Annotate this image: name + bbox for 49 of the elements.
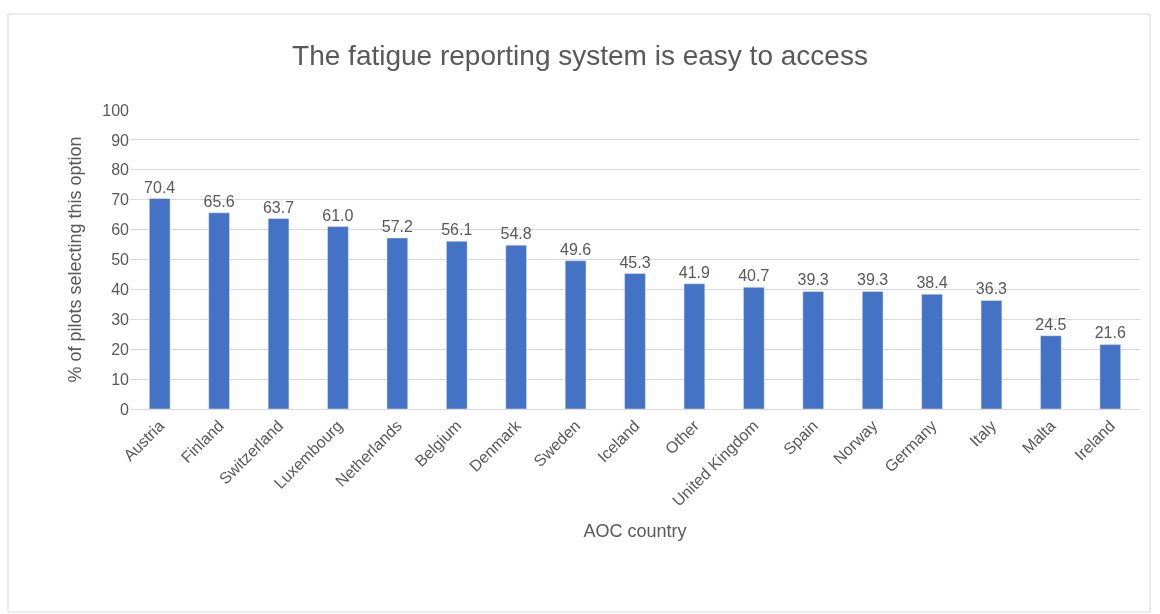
bar xyxy=(980,300,1003,409)
bar xyxy=(267,218,290,409)
y-tick-label: 50 xyxy=(111,251,130,269)
data-label: 36.3 xyxy=(975,280,1008,298)
bar xyxy=(862,291,884,409)
bar xyxy=(921,293,943,409)
bar xyxy=(505,244,527,409)
data-label: 39.3 xyxy=(857,271,889,289)
y-axis-title: % of pilots selecting this option xyxy=(65,136,86,383)
y-tick-label: 40 xyxy=(111,281,130,298)
y-tick-label: 10 xyxy=(111,370,130,388)
data-label: 61.0 xyxy=(322,206,354,224)
bar xyxy=(624,273,646,409)
bar xyxy=(149,198,171,409)
data-label: 49.6 xyxy=(559,240,592,258)
bar xyxy=(1099,344,1121,409)
data-label: 21.6 xyxy=(1094,324,1126,342)
data-label: 41.9 xyxy=(678,263,711,281)
y-tick-label: 0 xyxy=(120,400,130,418)
bar xyxy=(743,287,765,409)
data-label: 57.2 xyxy=(381,217,413,235)
y-tick-label: 90 xyxy=(111,131,130,149)
data-label: 40.7 xyxy=(738,267,770,285)
x-axis-title: AOC country xyxy=(583,520,687,541)
bar xyxy=(1040,335,1062,409)
y-tick-label: 70 xyxy=(111,191,130,209)
data-label: 54.8 xyxy=(500,225,532,243)
x-tick-label: Italy xyxy=(966,416,1000,450)
bar xyxy=(446,241,468,409)
y-tick-label: 100 xyxy=(102,101,130,119)
data-label: 65.6 xyxy=(203,192,235,210)
bar xyxy=(327,226,349,409)
data-label: 39.3 xyxy=(797,271,829,289)
chart-title: The fatigue reporting system is easy to access xyxy=(292,40,868,72)
data-label: 63.7 xyxy=(262,198,295,216)
y-tick-label: 60 xyxy=(111,221,130,239)
bar xyxy=(683,283,706,409)
data-label: 56.1 xyxy=(441,221,473,239)
bar xyxy=(802,291,824,409)
y-tick-label: 20 xyxy=(111,340,130,358)
data-label: 70.4 xyxy=(144,178,176,196)
data-label: 24.5 xyxy=(1035,315,1067,333)
data-label: 45.3 xyxy=(619,253,651,271)
bar xyxy=(386,237,408,409)
data-label: 38.4 xyxy=(916,274,948,292)
bar xyxy=(208,212,230,409)
y-tick-label: 80 xyxy=(111,161,130,179)
y-tick-label: 30 xyxy=(111,310,130,328)
bar xyxy=(564,260,587,409)
